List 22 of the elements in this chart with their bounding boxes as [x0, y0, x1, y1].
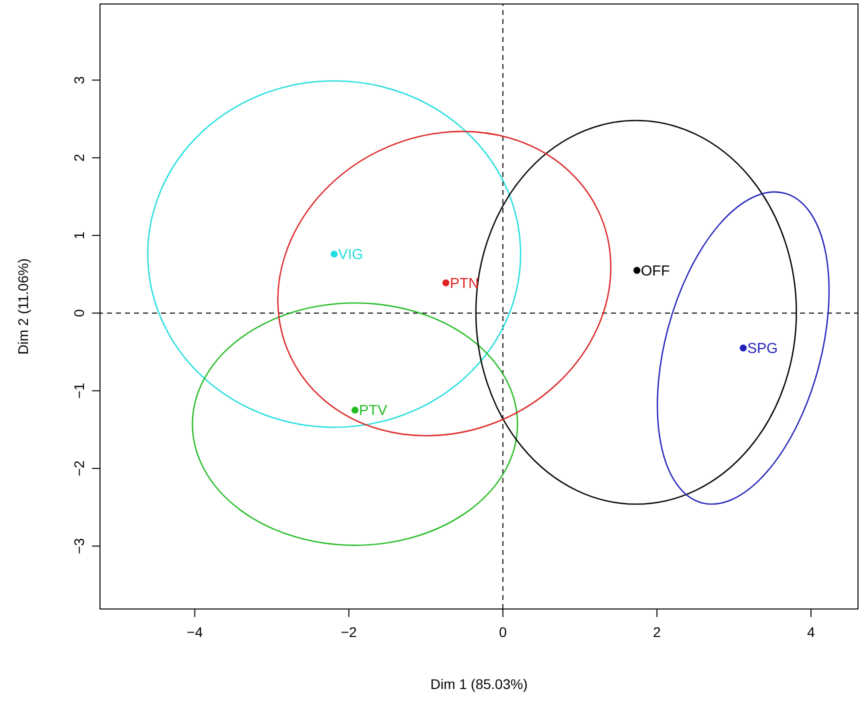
point — [740, 344, 747, 352]
y-tick-label: −2 — [71, 460, 87, 476]
x-axis-title: Dim 1 (85.03%) — [430, 676, 528, 692]
x-tick-label: −2 — [340, 624, 358, 640]
y-tick-label: −1 — [71, 382, 87, 399]
series-label: PTV — [358, 403, 388, 420]
x-tick-label: 0 — [498, 624, 507, 640]
point — [442, 279, 450, 286]
y-tick-label: 0 — [71, 309, 87, 317]
x-tick-label: 4 — [807, 624, 816, 640]
series-label: SPG — [747, 341, 778, 358]
series-label: OFF — [640, 263, 670, 280]
point — [633, 266, 640, 274]
series-label: VIG — [338, 247, 364, 264]
x-tick-label: −4 — [186, 624, 203, 640]
y-tick-label: 3 — [71, 76, 87, 84]
y-tick-label: 1 — [71, 231, 87, 240]
y-axis-title: Dim 2 (11.06%) — [15, 258, 31, 355]
x-tick-label: 2 — [653, 624, 662, 640]
point — [351, 406, 358, 414]
y-tick-label: 2 — [71, 154, 87, 162]
y-tick-label: −3 — [71, 538, 87, 554]
